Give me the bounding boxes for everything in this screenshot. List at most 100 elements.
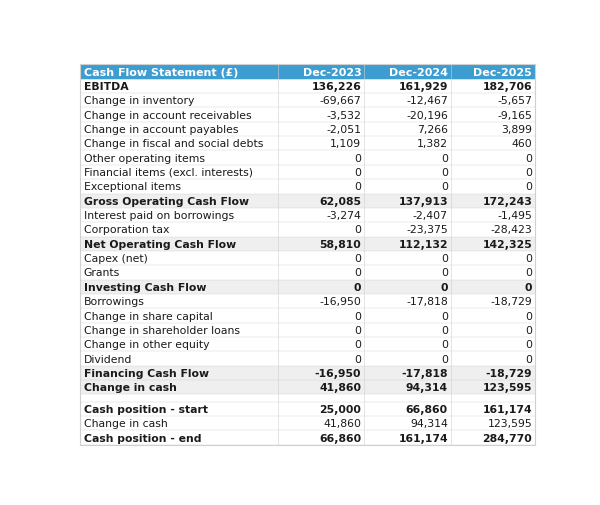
Text: 0: 0: [525, 182, 532, 192]
Text: -9,165: -9,165: [497, 111, 532, 120]
Text: Change in share capital: Change in share capital: [83, 311, 212, 321]
Text: Gross Operating Cash Flow: Gross Operating Cash Flow: [83, 196, 248, 207]
Text: 0: 0: [525, 268, 532, 278]
Text: 142,325: 142,325: [482, 239, 532, 249]
Text: 1,382: 1,382: [417, 139, 448, 149]
Text: 0: 0: [525, 339, 532, 349]
Text: Borrowings: Borrowings: [83, 296, 145, 307]
Text: 62,085: 62,085: [319, 196, 361, 207]
Text: 58,810: 58,810: [320, 239, 361, 249]
Text: 0: 0: [355, 182, 361, 192]
Text: 123,595: 123,595: [483, 383, 532, 392]
Text: 0: 0: [441, 325, 448, 335]
Text: 0: 0: [355, 154, 361, 163]
Text: -2,051: -2,051: [326, 125, 361, 135]
Bar: [80, 402, 535, 416]
Text: 66,860: 66,860: [406, 404, 448, 414]
Text: 25,000: 25,000: [319, 404, 361, 414]
Bar: [80, 351, 535, 366]
Text: 41,860: 41,860: [319, 383, 361, 392]
Text: Change in inventory: Change in inventory: [83, 96, 194, 106]
Bar: [80, 137, 535, 151]
Bar: [80, 294, 535, 309]
Text: 0: 0: [525, 325, 532, 335]
Text: 94,314: 94,314: [406, 383, 448, 392]
Text: 136,226: 136,226: [311, 82, 361, 92]
Text: Investing Cash Flow: Investing Cash Flow: [83, 282, 206, 292]
Bar: [80, 395, 535, 402]
Text: Dec-2024: Dec-2024: [389, 67, 448, 77]
Text: 123,595: 123,595: [487, 418, 532, 428]
Text: -23,375: -23,375: [406, 225, 448, 235]
Text: 0: 0: [525, 254, 532, 264]
Text: 0: 0: [355, 325, 361, 335]
Text: Exceptional items: Exceptional items: [83, 182, 181, 192]
Bar: [80, 151, 535, 166]
Text: 0: 0: [441, 254, 448, 264]
Text: Change in account payables: Change in account payables: [83, 125, 238, 135]
Bar: [80, 108, 535, 123]
Bar: [80, 223, 535, 237]
Text: -18,729: -18,729: [485, 368, 532, 378]
Text: 0: 0: [525, 311, 532, 321]
Text: -3,274: -3,274: [326, 211, 361, 221]
Text: -17,818: -17,818: [406, 296, 448, 307]
Bar: [80, 431, 535, 445]
Text: 172,243: 172,243: [482, 196, 532, 207]
Bar: [80, 280, 535, 294]
Text: Dividend: Dividend: [83, 354, 132, 364]
Text: Change in other equity: Change in other equity: [83, 339, 209, 349]
Bar: [80, 65, 535, 79]
Bar: [80, 79, 535, 94]
Text: 0: 0: [441, 311, 448, 321]
Bar: [80, 123, 535, 137]
Text: 0: 0: [355, 354, 361, 364]
Bar: [80, 251, 535, 266]
Bar: [80, 237, 535, 251]
Text: Interest paid on borrowings: Interest paid on borrowings: [83, 211, 233, 221]
Text: -3,532: -3,532: [326, 111, 361, 120]
Text: Other operating items: Other operating items: [83, 154, 205, 163]
Text: 3,899: 3,899: [501, 125, 532, 135]
Bar: [80, 323, 535, 337]
Text: -18,729: -18,729: [491, 296, 532, 307]
Text: -28,423: -28,423: [491, 225, 532, 235]
Bar: [80, 366, 535, 380]
Text: EBITDA: EBITDA: [83, 82, 128, 92]
Text: 0: 0: [355, 168, 361, 178]
Bar: [80, 416, 535, 431]
Text: 41,860: 41,860: [323, 418, 361, 428]
Text: 161,929: 161,929: [398, 82, 448, 92]
Text: Corporation tax: Corporation tax: [83, 225, 169, 235]
Text: Change in cash: Change in cash: [83, 418, 167, 428]
Text: Change in shareholder loans: Change in shareholder loans: [83, 325, 239, 335]
Text: 0: 0: [355, 311, 361, 321]
Text: 460: 460: [511, 139, 532, 149]
Text: 0: 0: [525, 154, 532, 163]
Text: Cash position - start: Cash position - start: [83, 404, 208, 414]
Text: -5,657: -5,657: [497, 96, 532, 106]
Text: Cash Flow Statement (£): Cash Flow Statement (£): [83, 67, 238, 77]
Text: -20,196: -20,196: [406, 111, 448, 120]
Text: 7,266: 7,266: [417, 125, 448, 135]
Text: 112,132: 112,132: [398, 239, 448, 249]
Text: 66,860: 66,860: [319, 433, 361, 443]
Text: 0: 0: [441, 154, 448, 163]
Text: Change in cash: Change in cash: [83, 383, 176, 392]
Text: 0: 0: [441, 268, 448, 278]
Text: 0: 0: [441, 182, 448, 192]
Text: 161,174: 161,174: [482, 404, 532, 414]
Text: 0: 0: [440, 282, 448, 292]
Bar: [80, 380, 535, 395]
Text: 0: 0: [525, 282, 532, 292]
Bar: [80, 337, 535, 351]
Text: -69,667: -69,667: [320, 96, 361, 106]
Text: -1,495: -1,495: [497, 211, 532, 221]
Text: 0: 0: [441, 354, 448, 364]
Text: 137,913: 137,913: [398, 196, 448, 207]
Text: -16,950: -16,950: [319, 296, 361, 307]
Text: 94,314: 94,314: [410, 418, 448, 428]
Text: 0: 0: [441, 168, 448, 178]
Text: 284,770: 284,770: [482, 433, 532, 443]
Text: 161,174: 161,174: [398, 433, 448, 443]
